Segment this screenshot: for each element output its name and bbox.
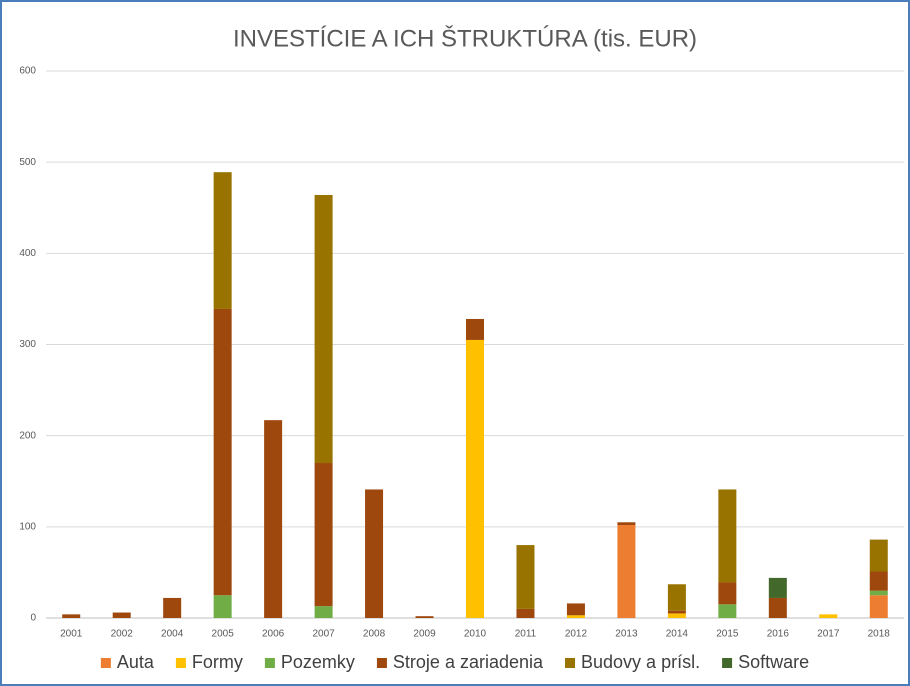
bar-segment [415, 616, 434, 618]
x-tick-label: 2017 [817, 629, 840, 640]
y-tick-label: 400 [19, 248, 36, 259]
y-tick-label: 100 [19, 521, 36, 532]
y-tick-label: 600 [19, 66, 36, 77]
legend-label: Software [738, 652, 809, 672]
x-tick-label: 2011 [515, 629, 537, 640]
x-tick-label: 2010 [464, 629, 487, 640]
legend-swatch [264, 658, 275, 668]
x-tick-label: 2008 [363, 629, 386, 640]
bar-segment [112, 612, 131, 618]
bar-segment [667, 584, 686, 611]
legend-label: Formy [192, 652, 243, 672]
bar-segment [617, 525, 636, 618]
bar-segment [213, 595, 232, 618]
bar-segment [314, 194, 333, 464]
bar-segment [617, 522, 636, 526]
bar-segment [466, 339, 484, 618]
legend-swatch [722, 658, 733, 668]
bar-segment [667, 613, 686, 618]
bar-segment [365, 489, 384, 618]
chart-title: INVESTÍCIE A ICH ŠTRUKTÚRA (tis. EUR) [233, 24, 697, 52]
bar-segment [466, 318, 484, 340]
x-tick-label: 2009 [413, 629, 436, 640]
bar-segment [264, 420, 283, 618]
bar-segment [163, 597, 182, 618]
x-tick-label: 2014 [666, 629, 689, 640]
bar-segment [213, 172, 232, 309]
bar-segment [516, 608, 535, 618]
bar-segment [213, 308, 232, 596]
x-tick-label: 2015 [716, 629, 739, 640]
legend-label: Pozemky [281, 652, 355, 672]
legend-swatch [100, 658, 111, 668]
bar-segment [516, 545, 535, 609]
x-tick-label: 2016 [767, 629, 790, 640]
bar-segment [718, 582, 737, 605]
x-tick-label: 2018 [868, 629, 891, 640]
y-tick-label: 0 [30, 613, 36, 624]
bar-segment [768, 597, 787, 618]
x-tick-label: 2002 [111, 629, 134, 640]
bar-segment [869, 595, 888, 618]
bar-segment [819, 614, 838, 618]
x-tick-label: 2013 [615, 629, 638, 640]
y-tick-label: 300 [19, 339, 36, 350]
bar-segment [869, 590, 888, 596]
x-tick-label: 2012 [565, 629, 588, 640]
bar-segment [566, 603, 585, 616]
bar-segment [62, 614, 81, 618]
legend-label: Stroje a zariadenia [393, 652, 544, 672]
bar-segment [768, 577, 787, 598]
bar-segment [314, 463, 333, 607]
legend-swatch [175, 658, 186, 668]
bar-segment [566, 615, 585, 618]
x-tick-label: 2007 [312, 629, 335, 640]
legend-swatch [565, 658, 576, 668]
bar-segment [718, 489, 737, 583]
x-tick-label: 2001 [60, 629, 83, 640]
y-tick-label: 200 [19, 430, 36, 441]
bar-segment [718, 604, 737, 618]
x-tick-label: 2004 [161, 629, 184, 640]
legend-label: Auta [117, 652, 155, 672]
x-tick-label: 2005 [212, 629, 235, 640]
bar-segment [667, 610, 686, 614]
bar-segment [314, 606, 333, 618]
bar-segment [869, 539, 888, 572]
x-tick-label: 2006 [262, 629, 285, 640]
legend-label: Budovy a prísl. [581, 652, 700, 672]
bar-segment [869, 571, 888, 591]
y-tick-label: 500 [19, 157, 36, 168]
legend-swatch [376, 658, 387, 668]
